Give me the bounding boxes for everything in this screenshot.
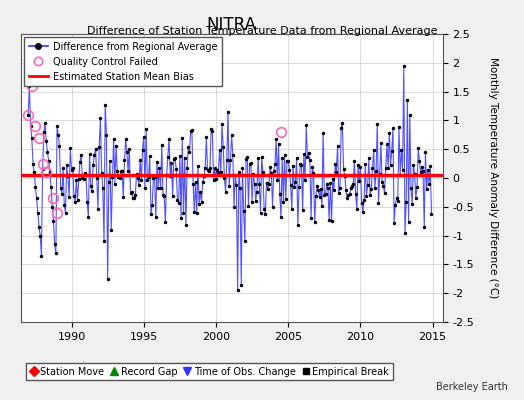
- Text: Berkeley Earth: Berkeley Earth: [436, 382, 508, 392]
- Legend: Station Move, Record Gap, Time of Obs. Change, Empirical Break: Station Move, Record Gap, Time of Obs. C…: [26, 363, 393, 380]
- Y-axis label: Monthly Temperature Anomaly Difference (°C): Monthly Temperature Anomaly Difference (…: [488, 57, 498, 299]
- Title: NITRA: NITRA: [207, 16, 257, 34]
- Text: Difference of Station Temperature Data from Regional Average: Difference of Station Temperature Data f…: [87, 26, 437, 36]
